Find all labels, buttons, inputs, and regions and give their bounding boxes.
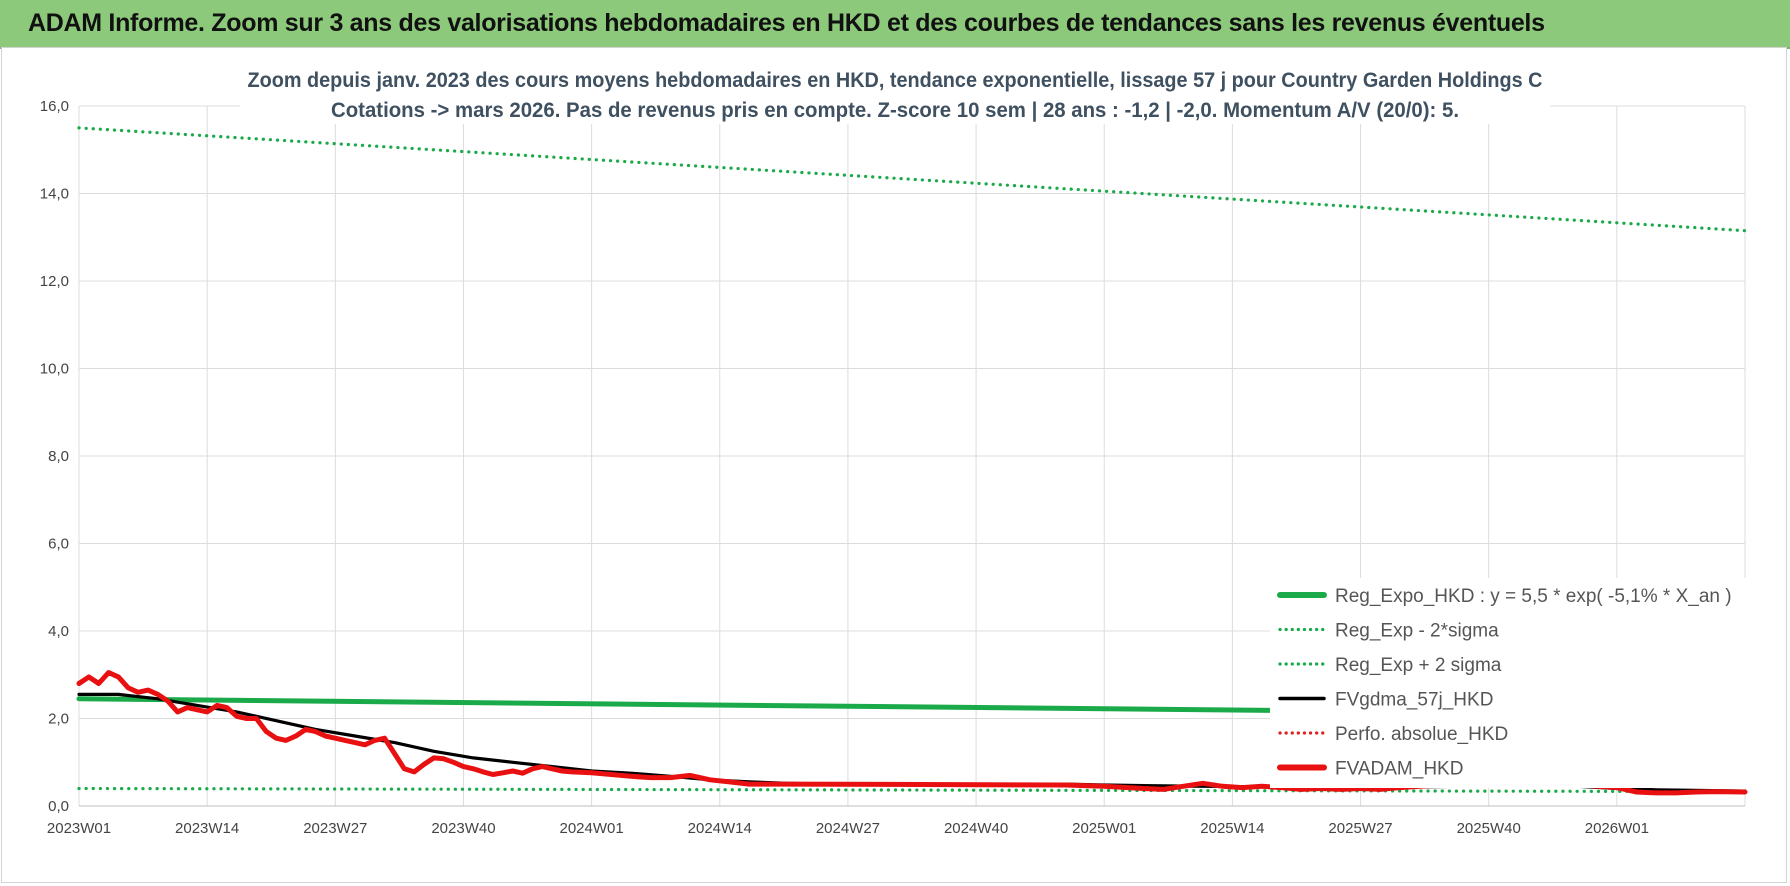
- legend-label: FVADAM_HKD: [1335, 759, 1463, 780]
- x-tick-label: 2024W01: [560, 820, 624, 837]
- y-tick-label: 16,0: [40, 98, 69, 115]
- legend-backdrop: [1270, 578, 1748, 788]
- chart-subtitle-line: Zoom depuis janv. 2023 des cours moyens …: [248, 69, 1543, 92]
- x-tick-label: 2024W27: [816, 820, 880, 837]
- y-tick-label: 8,0: [48, 448, 69, 465]
- series-line-2: [77, 126, 1747, 233]
- x-tick-label: 2025W01: [1072, 820, 1136, 837]
- legend-label: Reg_Exp + 2 sigma: [1335, 655, 1502, 676]
- y-tick-label: 14,0: [40, 186, 69, 203]
- x-tick-label: 2025W27: [1328, 820, 1392, 837]
- x-tick-label: 2026W01: [1585, 820, 1649, 837]
- line-chart: 0,0 2,0 4,0 6,0 8,0 10,0 12,0 14,0 16,0 2023W01 20…: [40, 60, 1748, 837]
- x-tick-label: 2024W14: [688, 820, 752, 837]
- legend-label: Reg_Expo_HKD : y = 5,5 * exp( -5,1% * X_…: [1335, 586, 1732, 607]
- chart-frame: 0,0 2,0 4,0 6,0 8,0 10,0 12,0 14,0 16,0 2023W01 20…: [1, 47, 1787, 883]
- y-tick-label: 0,0: [48, 798, 69, 815]
- report-title: ADAM Informe. Zoom sur 3 ans des valoris…: [28, 9, 1545, 37]
- y-tick-label: 10,0: [40, 361, 69, 378]
- x-tick-label: 2023W27: [303, 820, 367, 837]
- x-tick-label: 2023W40: [431, 820, 495, 837]
- legend-label: Perfo. absolue_HKD: [1335, 724, 1508, 745]
- y-tick-label: 12,0: [40, 273, 69, 290]
- x-tick-label: 2025W40: [1457, 820, 1521, 837]
- y-tick-label: 4,0: [48, 623, 69, 640]
- x-tick-label: 2023W01: [47, 820, 111, 837]
- y-tick-label: 6,0: [48, 536, 69, 553]
- subtitle-backdrop: [240, 60, 1550, 124]
- x-tick-label: 2023W14: [175, 820, 239, 837]
- x-tick-label: 2025W14: [1200, 820, 1264, 837]
- x-tick-label: 2024W40: [944, 820, 1008, 837]
- chart-subtitle-line: Cotations -> mars 2026. Pas de revenus p…: [331, 99, 1459, 122]
- legend-label: Reg_Exp - 2*sigma: [1335, 621, 1499, 642]
- legend-label: FVgdma_57j_HKD: [1335, 690, 1493, 711]
- report-header: ADAM Informe. Zoom sur 3 ans des valoris…: [0, 0, 1790, 49]
- series-line-1: [77, 786, 1747, 794]
- y-tick-label: 2,0: [48, 711, 69, 728]
